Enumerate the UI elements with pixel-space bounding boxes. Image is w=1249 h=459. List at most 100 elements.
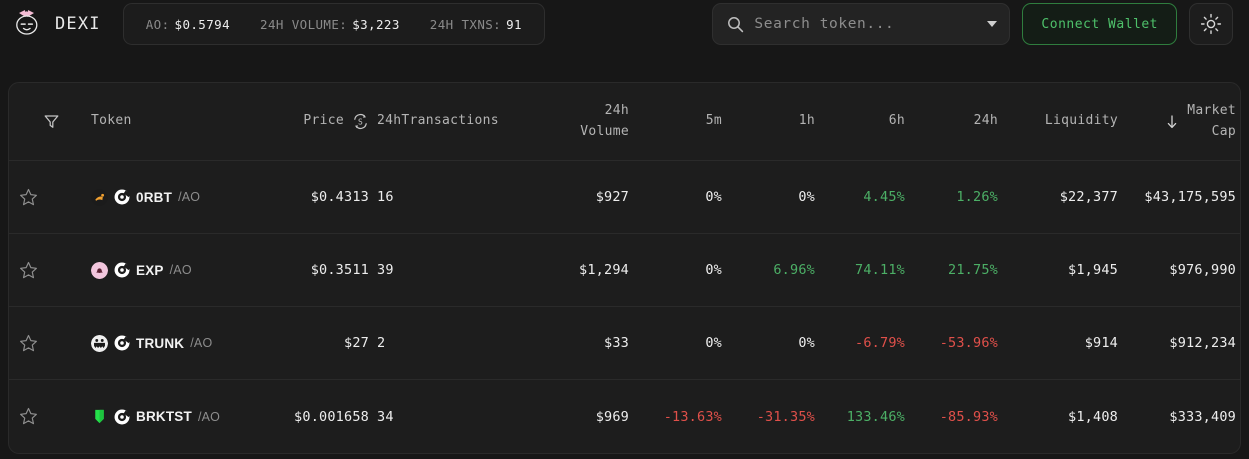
column-header-price[interactable]: Price S: [283, 83, 373, 160]
connect-wallet-button[interactable]: Connect Wallet: [1022, 3, 1177, 45]
column-header-6h[interactable]: 6h: [819, 83, 909, 160]
cat-bow-logo-icon: [14, 9, 46, 39]
change-1h-cell: 6.96%: [773, 262, 815, 278]
volume-cell: $1,294: [579, 262, 629, 278]
price-cell: $0.4313: [310, 189, 369, 205]
token-symbol: BRKTST: [136, 409, 192, 424]
token-table-panel: Token Price S 24h Transactions 24h Volum…: [8, 82, 1241, 454]
token-cell[interactable]: TRUNK /AO: [87, 334, 283, 352]
search-icon: [727, 16, 744, 33]
column-header-1h[interactable]: 1h: [726, 83, 819, 160]
column-label-line1: Market: [1187, 103, 1236, 119]
transactions-cell: 2: [377, 335, 386, 351]
liquidity-cell: $1,408: [1068, 408, 1118, 425]
column-label: 5m: [705, 113, 722, 129]
header-stats-bar: AO: $0.5794 24H VOLUME: $3,223 24H TXNS: 91: [122, 3, 545, 45]
token-symbol: 0RBT: [136, 189, 173, 205]
token-pair: /AO: [178, 190, 201, 204]
stat-label: 24H TXNS:: [429, 16, 502, 32]
ao-network-icon: [114, 409, 130, 425]
token-logo-icon: [91, 261, 108, 279]
column-header-transactions[interactable]: 24h Transactions: [373, 83, 499, 160]
favorite-toggle[interactable]: [15, 334, 87, 353]
change-5m-cell: 0%: [705, 262, 722, 278]
star-outline-icon[interactable]: [19, 261, 83, 280]
token-cell[interactable]: 0RBT /AO: [87, 188, 283, 206]
transactions-cell: 16: [377, 189, 394, 205]
price-cell: $27: [344, 335, 369, 351]
brand-name: DEXI: [55, 14, 101, 34]
token-cell[interactable]: BRKTST /AO: [87, 408, 283, 425]
table-row[interactable]: TRUNK /AO $27 2 $33 0% 0% -6.79% -53.96%…: [9, 307, 1240, 380]
price-cell: $0.001658: [294, 408, 369, 425]
ao-network-icon: [114, 189, 130, 205]
token-pair: /AO: [190, 336, 213, 350]
stat-label: AO:: [145, 16, 170, 32]
brand-logo[interactable]: DEXI: [14, 9, 101, 39]
star-outline-icon[interactable]: [19, 188, 83, 207]
column-header-24h[interactable]: 24h: [909, 83, 1002, 160]
market-cap-cell: $912,234: [1169, 335, 1236, 351]
change-24h-cell: -85.93%: [939, 408, 998, 425]
volume-cell: $969: [595, 408, 629, 425]
refresh-currency-icon[interactable]: S: [352, 113, 369, 130]
table-row[interactable]: BRKTST /AO $0.001658 34 $969 -13.63% -31…: [9, 380, 1240, 453]
column-label: Liquidity: [1044, 113, 1118, 129]
stat-24h-txns: 24H TXNS: 91: [430, 17, 522, 32]
search-box[interactable]: Search token...: [712, 3, 1011, 45]
star-outline-icon[interactable]: [19, 407, 83, 426]
transactions-cell: 39: [377, 262, 394, 278]
change-6h-cell: -6.79%: [855, 335, 905, 351]
column-label-line2: Transactions: [401, 113, 499, 129]
transactions-cell: 34: [377, 408, 394, 425]
stat-value: 91: [506, 16, 522, 32]
token-logo-icon: [91, 408, 108, 425]
column-label: 6h: [888, 113, 905, 129]
stat-24h-volume: 24H VOLUME: $3,223: [260, 17, 400, 32]
token-symbol: TRUNK: [136, 335, 185, 351]
liquidity-cell: $22,377: [1059, 189, 1118, 205]
column-label: Price: [303, 113, 344, 129]
price-cell: $0.3511: [310, 262, 369, 278]
change-24h-cell: 21.75%: [948, 262, 998, 278]
change-1h-cell: 0%: [798, 189, 815, 205]
column-header-token[interactable]: Token: [87, 83, 283, 160]
column-label-line2: Cap: [1211, 123, 1236, 139]
liquidity-cell: $1,945: [1068, 262, 1118, 278]
column-header-market-cap[interactable]: Market Cap: [1122, 83, 1240, 160]
token-cell[interactable]: EXP /AO: [87, 261, 283, 279]
star-outline-icon[interactable]: [19, 334, 83, 353]
theme-toggle-button[interactable]: [1189, 3, 1233, 45]
stat-value: $0.5794: [174, 16, 231, 32]
chevron-down-icon[interactable]: [987, 21, 998, 27]
ao-network-icon: [114, 335, 130, 351]
column-header-5m[interactable]: 5m: [633, 83, 726, 160]
favorite-toggle[interactable]: [15, 407, 87, 426]
change-24h-cell: 1.26%: [956, 189, 998, 205]
favorite-toggle[interactable]: [15, 188, 87, 207]
liquidity-cell: $914: [1084, 335, 1118, 351]
sun-icon: [1200, 13, 1222, 35]
change-5m-cell: -13.63%: [663, 408, 722, 425]
market-cap-cell: $976,990: [1169, 262, 1236, 278]
change-1h-cell: -31.35%: [756, 408, 815, 425]
search-input[interactable]: Search token...: [754, 16, 895, 32]
table-row[interactable]: 0RBT /AO $0.4313 16 $927 0% 0% 4.45% 1.2…: [9, 161, 1240, 234]
column-label: 24h: [973, 113, 998, 129]
stat-label: 24H VOLUME:: [260, 16, 348, 32]
filter-button[interactable]: [15, 83, 87, 160]
column-label-line1: 24h: [377, 113, 402, 129]
column-label-line2: Volume: [580, 123, 629, 139]
table-row[interactable]: EXP /AO $0.3511 39 $1,294 0% 6.96% 74.11…: [9, 234, 1240, 307]
token-pair: /AO: [197, 409, 221, 424]
arrow-down-icon: [1165, 114, 1179, 130]
token-logo-icon: [91, 334, 108, 352]
column-header-volume[interactable]: 24h Volume: [493, 83, 633, 160]
volume-cell: $927: [595, 189, 629, 205]
token-logo-icon: [91, 188, 108, 206]
column-header-liquidity[interactable]: Liquidity: [1002, 83, 1122, 160]
favorite-toggle[interactable]: [15, 261, 87, 280]
filter-icon: [43, 113, 60, 130]
stat-ao-price: AO: $0.5794: [146, 17, 230, 32]
column-label: 1h: [798, 113, 815, 129]
